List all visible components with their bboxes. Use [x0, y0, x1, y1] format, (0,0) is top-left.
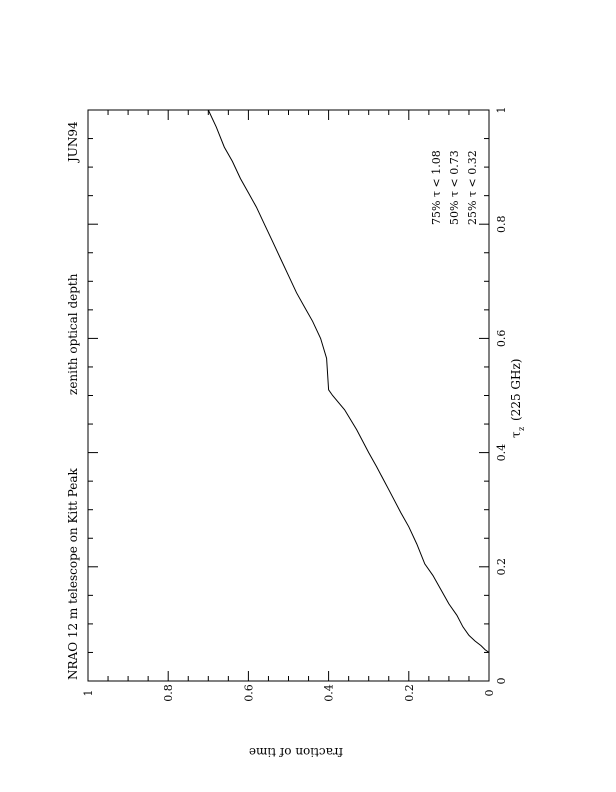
y-tick-label: 0.8 [495, 215, 508, 233]
annotation-75: 75% τ < 1.08 [430, 150, 443, 225]
y-tick-label: 0 [495, 678, 508, 685]
series-line [207, 109, 490, 653]
x-tick-label: 0.4 [323, 684, 336, 702]
annotation-50: 50% τ < 0.73 [448, 150, 461, 225]
x-axis-tick-labels: 0 0.2 0.4 0.6 0.8 1 [82, 684, 496, 702]
y-tick-label: 0.4 [495, 444, 508, 462]
y-axis-label-sub: z [517, 427, 526, 431]
x-tick-label: 0.8 [162, 684, 175, 702]
y-axis-label: τ z (225 GHz) [509, 359, 526, 438]
x-tick-label: 1 [82, 690, 95, 697]
x-tick-label: 0 [483, 690, 496, 697]
x-axis-ticks [87, 110, 490, 681]
y-tick-label: 0.2 [495, 558, 508, 576]
y-axis-ticks [88, 109, 489, 682]
x-tick-label: 0.6 [242, 684, 255, 702]
x-axis-label: fraction of time [249, 745, 343, 759]
date-label: JUN94 [66, 121, 80, 164]
percentile-annotations: 75% τ < 1.08 50% τ < 0.73 25% τ < 0.32 [430, 150, 479, 225]
plot-frame [87, 109, 490, 682]
y-axis-label-freq: (225 GHz) [509, 359, 523, 421]
x-tick-label: 0.2 [403, 684, 416, 702]
y-tick-label: 1 [495, 107, 508, 114]
y-axis-label-tau: τ [509, 431, 523, 438]
chart-title: NRAO 12 m telescope on Kitt Peak [66, 467, 80, 680]
annotation-25: 25% τ < 0.32 [466, 150, 479, 225]
chart-subtitle: zenith optical depth [66, 273, 80, 395]
y-tick-label: 0.6 [495, 330, 508, 348]
y-axis-tick-labels: 0 0.2 0.4 0.6 0.8 1 [495, 107, 508, 685]
